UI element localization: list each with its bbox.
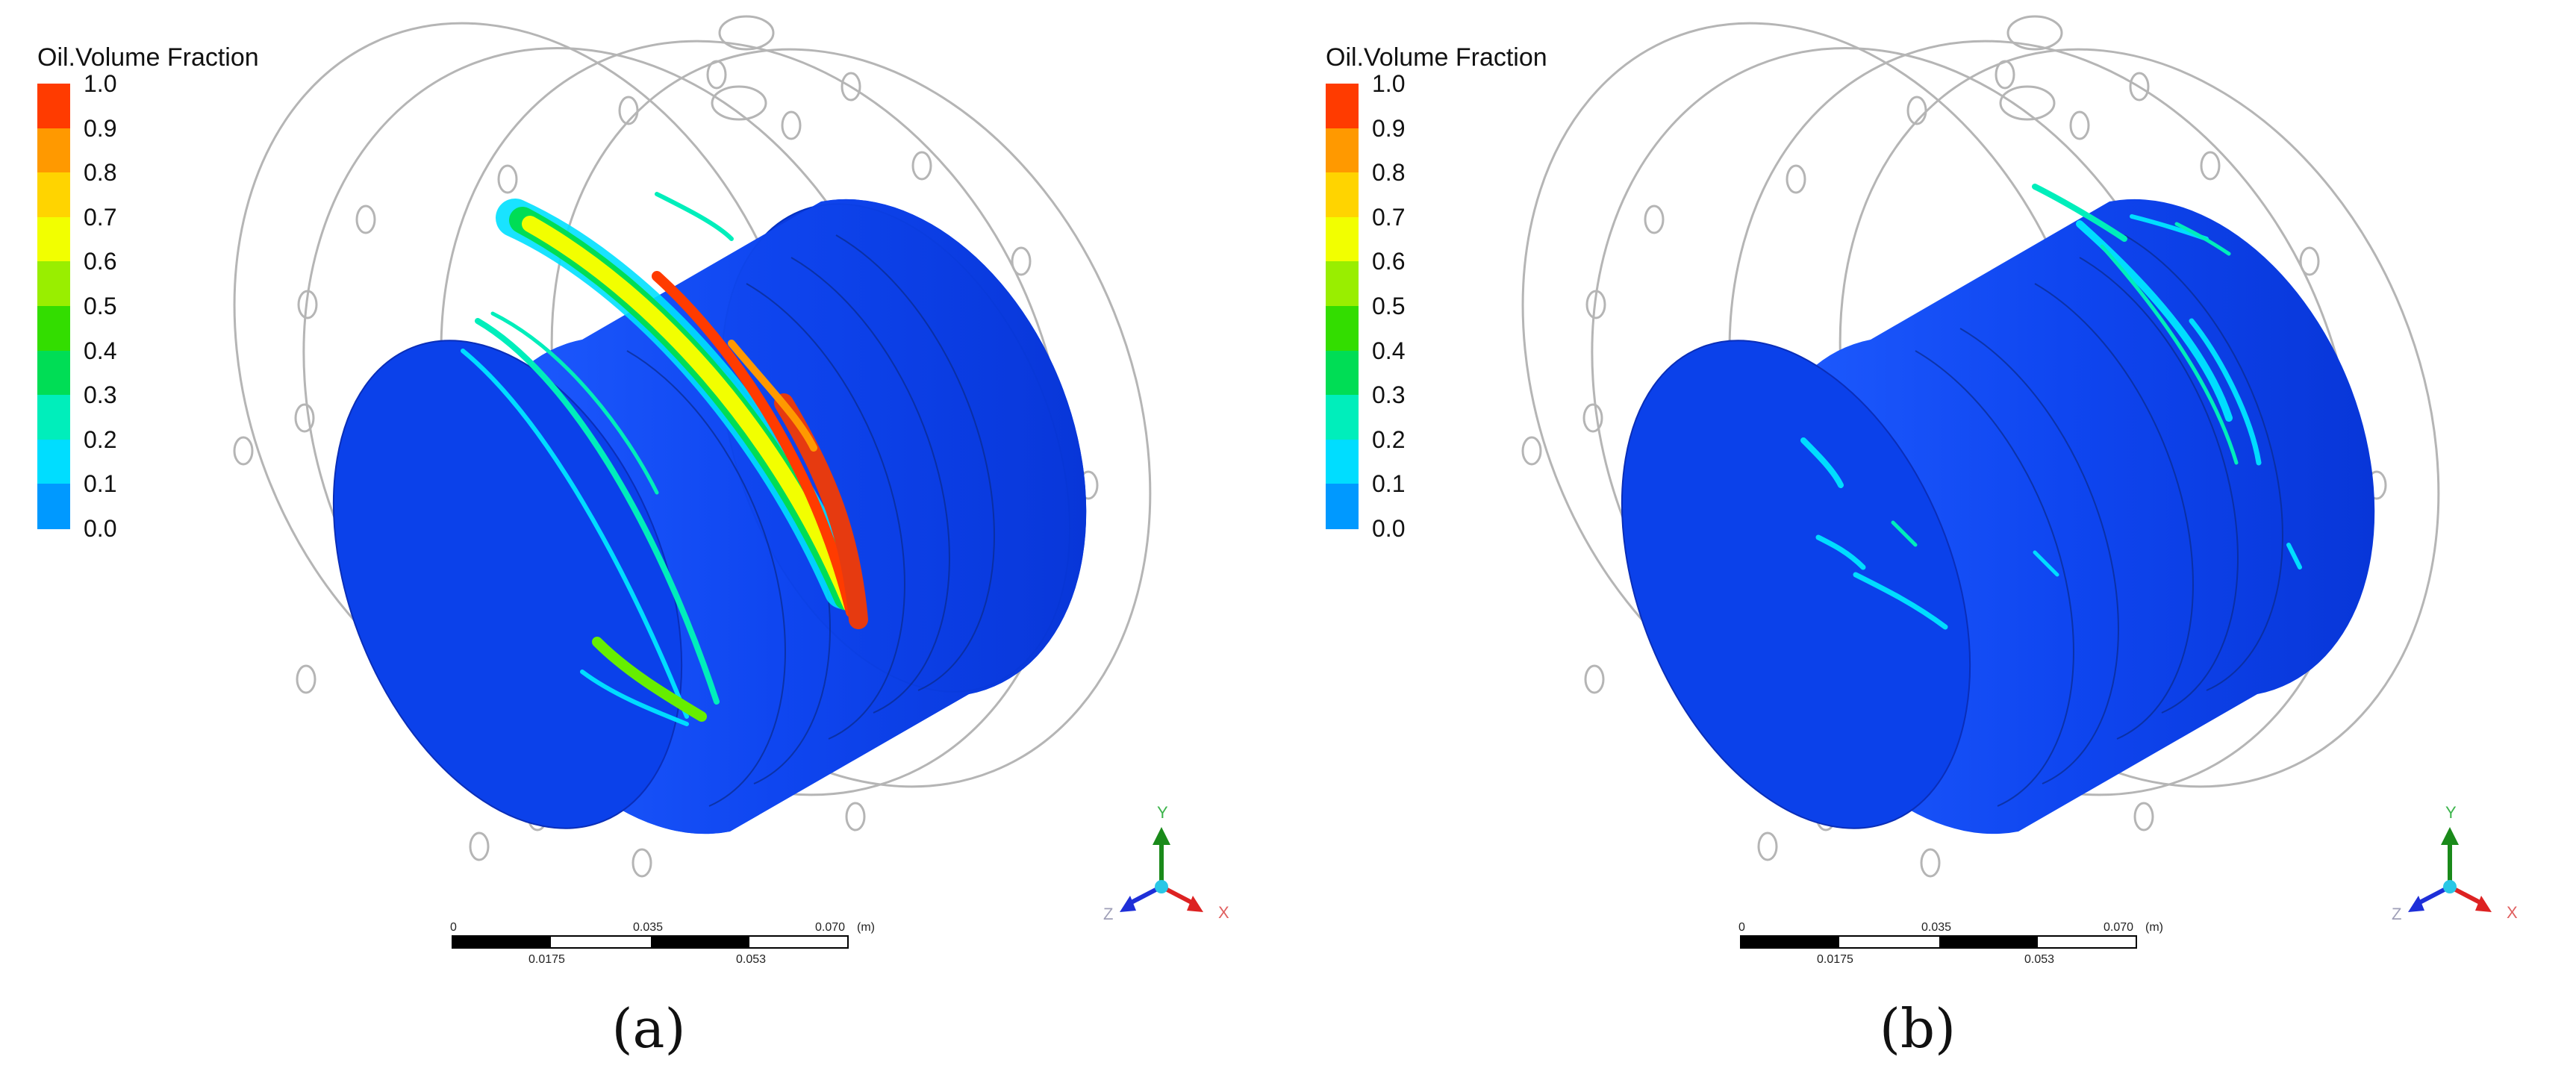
colorbar-swatch: [1326, 306, 1359, 352]
colorbar-tick: 0.1: [84, 470, 117, 498]
axis-x-label: X: [1218, 903, 1229, 922]
colorbar-tick: 0.5: [1372, 293, 1406, 319]
colorbar-tick: 0.5: [84, 293, 117, 319]
colorbar-swatch: [1326, 84, 1359, 129]
axis-y-label: Y: [1157, 803, 1168, 822]
colorbar-swatch: [1326, 395, 1359, 440]
axis-triad: Y X Z: [1103, 803, 1229, 923]
colorbar-tick: 0.7: [84, 203, 117, 231]
scale-tick-end: 0.070: [815, 921, 845, 934]
cylinder: [1621, 199, 2375, 834]
colorbar-swatch: [37, 128, 70, 174]
axis-y-label: Y: [2445, 803, 2457, 822]
colorbar-swatch: [1326, 172, 1359, 218]
colorbar-swatch: [1326, 261, 1359, 307]
cfd-view: 0 0.035 0.070 (m) 0.0175 0.053 Y X Z: [233, 15, 1229, 966]
colorbar-tick: 0.4: [84, 337, 117, 364]
subfigure-label: (b): [1879, 997, 1956, 1060]
colorbar-tick: 0.2: [84, 425, 117, 453]
scale-bar: 0 0.035 0.070 (m) 0.0175 0.053: [450, 921, 875, 966]
axis-z-label: Z: [1103, 905, 1113, 923]
colorbar-tick: 0.8: [1372, 159, 1406, 187]
colorbar-tick: 0.0: [1372, 515, 1406, 542]
scale-unit: (m): [857, 921, 875, 934]
colorbar-title: Oil.Volume Fraction: [37, 43, 259, 72]
scale-tick-mid: 0.035: [633, 921, 663, 934]
colorbar-tick: 0.3: [84, 381, 117, 409]
scale-unit: (m): [2145, 921, 2163, 934]
axis-triad: Y X Z: [2392, 803, 2518, 923]
colorbar-swatch: [1326, 216, 1359, 263]
colorbar-swatch: [37, 484, 70, 529]
colorbar-tick: 0.1: [1372, 470, 1406, 498]
colorbar-swatch: [37, 395, 70, 440]
colorbar-tick: 0.6: [84, 248, 117, 275]
scale-tick-q3: 0.053: [736, 953, 766, 966]
scale-tick-end: 0.070: [2103, 921, 2133, 934]
scale-tick-q3: 0.053: [2024, 953, 2054, 966]
colorbar-swatch: [1326, 128, 1359, 174]
panel-b: Oil.Volume Fraction 1.0 0.9 0.8 0.7 0.6 0.5 0.…: [1288, 0, 2576, 1089]
colorbar-swatch: [1326, 439, 1359, 485]
colorbar: [1326, 84, 1359, 529]
colorbar-tick: 0.4: [1372, 337, 1406, 364]
colorbar-swatch: [37, 84, 70, 129]
colorbar-tick: 0.3: [1372, 381, 1406, 409]
colorbar-tick: 0.9: [84, 114, 117, 142]
colorbar: [37, 84, 70, 529]
colorbar-title: Oil.Volume Fraction: [1326, 43, 1547, 72]
oil-traces: [1800, 184, 2302, 630]
colorbar-swatch: [37, 350, 70, 396]
oil-band: [461, 192, 868, 726]
scale-bar: 0 0.035 0.070 (m) 0.0175 0.053: [1738, 921, 2163, 966]
colorbar-tick: 0.8: [84, 159, 117, 187]
colorbar-swatch: [37, 261, 70, 307]
colorbar-swatch: [1326, 350, 1359, 396]
colorbar-tick: 0.0: [84, 515, 117, 542]
cfd-view: 0 0.035 0.070 (m) 0.0175 0.053 Y X Z: [1521, 15, 2518, 966]
colorbar-tick: 1.0: [1372, 70, 1406, 97]
colorbar-tick: 0.6: [1372, 248, 1406, 275]
colorbar-swatch: [37, 439, 70, 485]
scale-tick-mid: 0.035: [1921, 921, 1951, 934]
colorbar-swatch: [37, 306, 70, 352]
cylinder: [332, 199, 1087, 834]
subfigure-label: (a): [611, 997, 686, 1060]
axis-x-label: X: [2507, 903, 2518, 922]
scale-tick-0: 0: [450, 921, 457, 934]
scale-tick-q1: 0.0175: [1817, 953, 1853, 966]
panel-a: Oil.Volume Fraction 1.0 0.9 0.8 0.7 0.6 0.5 0.…: [37, 15, 1229, 1060]
axis-z-label: Z: [2392, 905, 2401, 923]
colorbar-swatch: [37, 172, 70, 218]
colorbar-tick: 0.7: [1372, 203, 1406, 231]
scale-tick-q1: 0.0175: [528, 953, 565, 966]
colorbar-tick: 0.2: [1372, 425, 1406, 453]
colorbar-swatch: [1326, 484, 1359, 529]
scale-tick-0: 0: [1738, 921, 1745, 934]
colorbar-tick: 0.9: [1372, 114, 1406, 142]
colorbar-swatch: [37, 216, 70, 263]
colorbar-tick: 1.0: [84, 70, 117, 97]
